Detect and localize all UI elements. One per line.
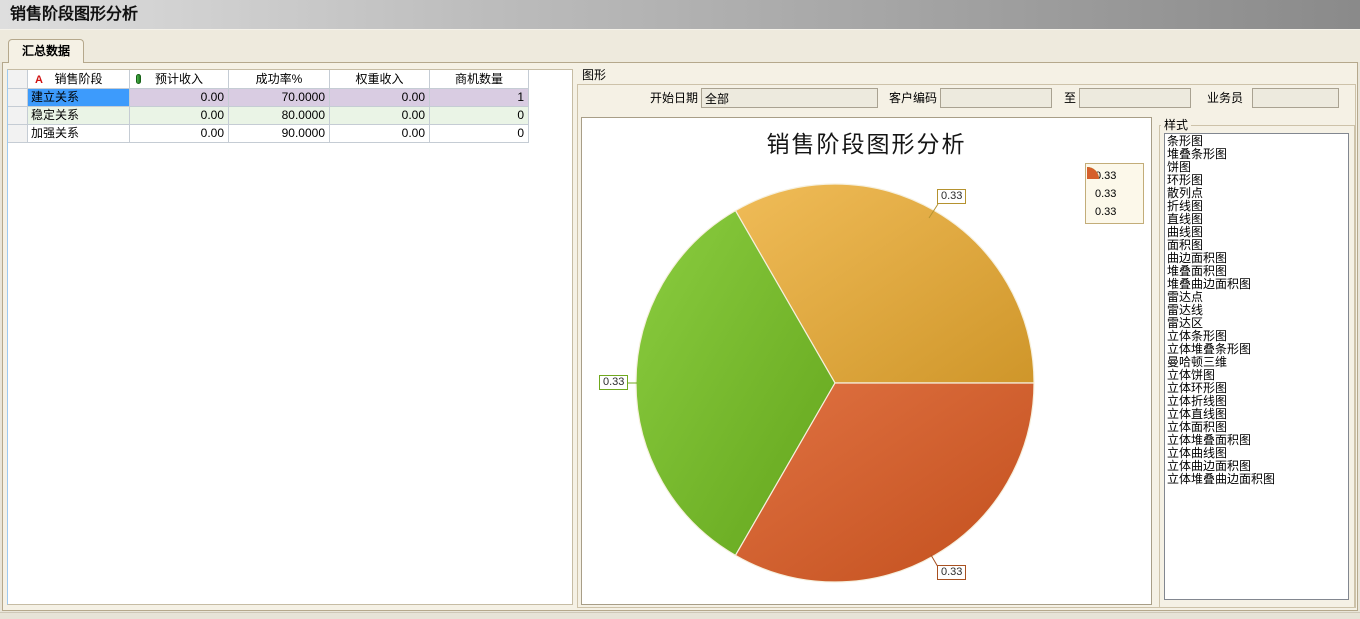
customer-code-label: 客户编码 [888,91,937,105]
row-indicator-header [8,70,28,89]
chart-title: 销售阶段图形分析 [766,132,967,157]
style-list-item[interactable]: 立体直线图 [1167,407,1228,421]
success-rate-cell[interactable]: 70.0000 [229,89,330,107]
slice-label-red: 0.33 [937,565,967,580]
legend-item: 0.33 [1087,167,1139,221]
column-header-label: 销售阶段 [54,72,103,86]
style-list-item[interactable]: 立体堆叠条形图 [1167,342,1252,356]
opportunity-count-cell[interactable]: 1 [430,89,529,107]
success-rate-cell[interactable]: 90.0000 [229,125,330,143]
column-header-label: 商机数量 [454,72,503,86]
table-row[interactable]: 建立关系 0.00 70.0000 0.00 1 [8,89,529,107]
stage-cell[interactable]: 建立关系 [28,89,130,107]
style-list-item[interactable]: 曲边面积图 [1167,251,1228,265]
slice-label-green: 0.33 [599,375,629,390]
customer-code-input[interactable] [940,88,1052,108]
column-header-expected-income[interactable]: 预计收入 [130,70,229,89]
legend-value: 0.33 [1095,170,1117,182]
text-field-icon: A [35,74,43,86]
style-list: 条形图 堆叠条形图 饼图 环形图 散列点 折线图 直线图 曲线图 面积图 曲边面… [1164,133,1349,600]
legend-item: 0.33 [1087,167,1139,203]
start-date-label: 开始日期 [649,91,698,105]
weighted-income-cell[interactable]: 0.00 [330,125,430,143]
style-list-item[interactable]: 雷达线 [1167,303,1204,317]
data-grid: A 销售阶段 预计收入 成功率% 权重收入 商机数量 [8,70,529,143]
column-header-stage[interactable]: A 销售阶段 [28,70,130,89]
expected-income-cell[interactable]: 0.00 [130,107,229,125]
callout-line-red [930,554,939,568]
tab-summary-data[interactable]: 汇总数据 [8,39,85,63]
stage-cell[interactable]: 加强关系 [28,125,130,143]
expected-income-cell[interactable]: 0.00 [130,125,229,143]
style-list-item[interactable]: 雷达区 [1167,316,1204,330]
to-label: 至 [1063,91,1076,105]
numeric-field-icon [136,74,141,84]
weighted-income-cell[interactable]: 0.00 [330,89,430,107]
row-indicator-cell[interactable] [8,89,28,107]
style-list-item[interactable]: 堆叠面积图 [1167,264,1228,278]
window-title: 销售阶段图形分析 [10,6,139,23]
style-list-item[interactable]: 雷达点 [1167,290,1204,304]
summary-grid-panel: A 销售阶段 预计收入 成功率% 权重收入 商机数量 [7,69,573,605]
style-list-item[interactable]: 面积图 [1167,238,1204,252]
graph-groupbox [577,84,1356,608]
legend-value: 0.33 [1095,188,1117,200]
style-list-item[interactable]: 曲线图 [1167,225,1204,239]
expected-income-cell[interactable]: 0.00 [130,89,229,107]
customer-code-to-input[interactable] [1079,88,1191,108]
stage-cell[interactable]: 稳定关系 [28,107,130,125]
style-list-item[interactable]: 直线图 [1167,212,1204,226]
style-list-item[interactable]: 条形图 [1167,134,1204,148]
style-list-item[interactable]: 立体曲线图 [1167,446,1228,460]
style-groupbox-title: 样式 [1161,118,1192,132]
column-header-label: 预计收入 [154,72,203,86]
opportunity-count-cell[interactable]: 0 [430,125,529,143]
salesman-label: 业务员 [1206,91,1243,105]
pie-chart [625,183,1035,583]
style-list-item[interactable]: 立体环形图 [1167,381,1228,395]
style-list-item[interactable]: 散列点 [1167,186,1204,200]
style-list-item[interactable]: 折线图 [1167,199,1204,213]
column-header-label: 成功率% [255,72,303,86]
style-list-item[interactable]: 环形图 [1167,173,1204,187]
row-indicator-cell[interactable] [8,107,28,125]
style-list-item[interactable]: 立体条形图 [1167,329,1228,343]
salesman-input[interactable] [1252,88,1339,108]
column-header-weighted-income[interactable]: 权重收入 [330,70,430,89]
table-row[interactable]: 加强关系 0.00 90.0000 0.00 0 [8,125,529,143]
start-date-input[interactable] [701,88,878,108]
chart-legend: 0.33 0.33 0.33 [1085,163,1144,224]
style-groupbox [1159,125,1355,608]
column-header-opportunity-count[interactable]: 商机数量 [430,70,529,89]
column-header-success-rate[interactable]: 成功率% [229,70,330,89]
style-list-item[interactable]: 堆叠条形图 [1167,147,1228,161]
graph-groupbox-title: 图形 [579,68,610,82]
pie-slice-red[interactable] [734,382,1035,583]
style-list-item[interactable]: 堆叠曲边面积图 [1167,277,1252,291]
style-list-item[interactable]: 立体饼图 [1167,368,1216,382]
style-list-item[interactable]: 立体堆叠面积图 [1167,433,1252,447]
tab-bar: 汇总数据 [0,30,1360,63]
style-list-item[interactable]: 饼图 [1167,160,1192,174]
weighted-income-cell[interactable]: 0.00 [330,107,430,125]
style-list-item[interactable]: 立体面积图 [1167,420,1228,434]
legend-value: 0.33 [1095,206,1117,218]
table-row[interactable]: 稳定关系 0.00 80.0000 0.00 0 [8,107,529,125]
style-list-item[interactable]: 立体曲边面积图 [1167,459,1252,473]
row-indicator-cell[interactable] [8,125,28,143]
callout-line-yellow [928,203,939,219]
window-titlebar: 销售阶段图形分析 [0,0,1360,30]
grid-header-row: A 销售阶段 预计收入 成功率% 权重收入 商机数量 [8,70,529,89]
legend-pie-swatch-icon [1087,167,1099,179]
column-header-label: 权重收入 [355,72,404,86]
success-rate-cell[interactable]: 80.0000 [229,107,330,125]
slice-label-yellow: 0.33 [937,189,967,204]
chart-area: 销售阶段图形分析 0.33 0.33 0.33 0.33 0.33 0.33 [581,117,1152,605]
style-list-item[interactable]: 立体堆叠曲边面积图 [1167,472,1276,486]
style-list-item[interactable]: 曼哈顿三维 [1167,355,1228,369]
window-bottom-edge [0,612,1360,619]
pie-slice-yellow[interactable] [734,183,1035,384]
opportunity-count-cell[interactable]: 0 [430,107,529,125]
style-list-item[interactable]: 立体折线图 [1167,394,1228,408]
